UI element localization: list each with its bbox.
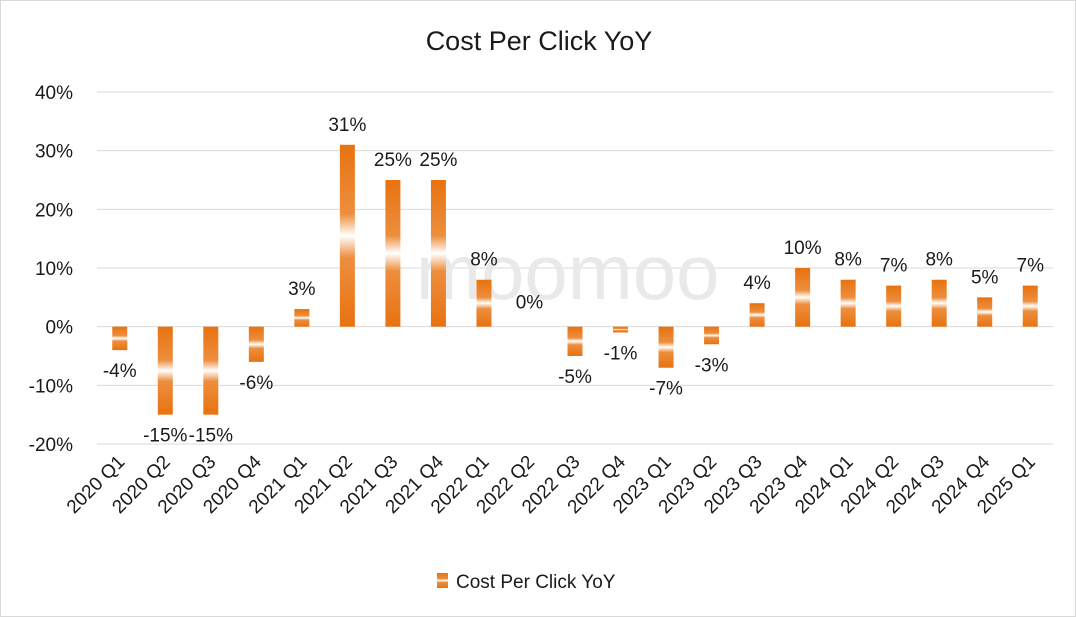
bar (795, 268, 811, 327)
bar (157, 326, 173, 415)
y-tick-label: 40% (35, 83, 73, 104)
bar (567, 326, 583, 356)
bar (977, 297, 993, 327)
bar (385, 180, 401, 327)
y-tick-label: 10% (35, 259, 73, 280)
bar (931, 279, 947, 327)
legend-label: Cost Per Click YoY (456, 572, 616, 593)
bar (203, 326, 219, 415)
bar (476, 279, 492, 327)
data-label: 25% (419, 150, 457, 171)
bar (704, 326, 720, 345)
bars (112, 144, 1038, 415)
data-label: -6% (239, 373, 273, 394)
bar (840, 279, 856, 327)
bar (430, 180, 446, 327)
data-label: -5% (558, 367, 592, 388)
data-label: -1% (604, 344, 638, 365)
y-axis-ticks: -20% -10% 0% 10% 20% 30% 40% (29, 83, 73, 456)
data-label: 25% (374, 150, 412, 171)
data-label: -3% (695, 355, 729, 376)
bar (658, 326, 674, 368)
data-label: -7% (649, 379, 683, 400)
bar (1022, 285, 1038, 327)
bar (294, 309, 310, 327)
bar (886, 285, 902, 327)
bar (339, 144, 355, 327)
y-tick-label: 0% (46, 318, 74, 339)
data-label: 10% (784, 238, 822, 259)
legend: Cost Per Click YoY (437, 572, 616, 593)
bar (248, 326, 264, 362)
data-label: 8% (925, 250, 953, 271)
data-label: 4% (743, 273, 771, 294)
watermark-text: moomoo (416, 228, 719, 316)
data-label: 3% (288, 279, 316, 300)
y-tick-label: 30% (35, 142, 73, 163)
data-label: -15% (189, 426, 233, 447)
data-label: 0% (516, 293, 544, 314)
data-labels: -4% -15% -15% -6% 3% 31% 25% 25% 8% 0% -5% -1% -7% -3… (103, 115, 1044, 447)
data-label: 31% (328, 115, 366, 136)
data-label: 8% (834, 250, 862, 271)
data-label: 7% (1017, 256, 1045, 277)
y-tick-label: 20% (35, 200, 73, 221)
data-label: -4% (103, 361, 137, 382)
chart-title: Cost Per Click YoY (426, 26, 653, 56)
bar (112, 326, 128, 351)
bar (613, 326, 629, 333)
data-label: 5% (971, 267, 999, 288)
data-label: -15% (143, 426, 187, 447)
data-label: 7% (880, 256, 908, 277)
bar (749, 303, 765, 327)
y-tick-label: -10% (29, 376, 73, 397)
data-label: 8% (470, 250, 498, 271)
y-tick-label: -20% (29, 435, 73, 456)
legend-swatch (437, 573, 448, 588)
